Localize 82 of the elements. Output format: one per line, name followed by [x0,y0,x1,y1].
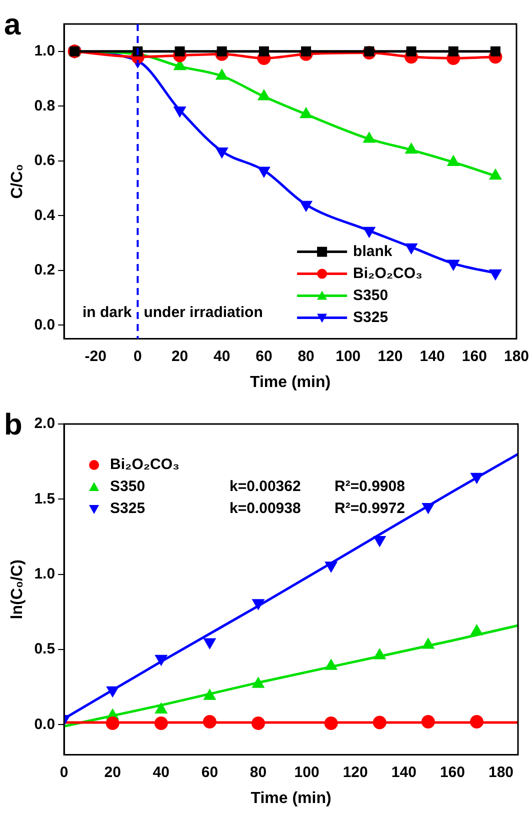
point [364,46,374,56]
annotation: k=0.00362 [229,478,301,496]
y-tick-label: 0.2 [34,262,56,279]
x-tick-label: 20 [171,348,188,365]
chart-title: b [4,408,22,442]
point [374,536,386,547]
y-tick-label: 1.0 [34,566,56,583]
annotation: k=0.00938 [229,500,301,518]
point [155,654,168,666]
x-tick-label: 60 [256,348,272,365]
legend-label: S325 [353,308,388,326]
x-tick-label: 20 [104,764,121,781]
point [106,686,119,697]
y-tick-label: 0.4 [34,206,56,224]
point [324,716,338,730]
x-tick-label: 80 [298,348,314,365]
x-tick-label: 40 [152,764,170,781]
point [372,716,386,730]
x-tick-label: 180 [504,348,529,365]
y-tick-label: 0.6 [34,152,56,170]
legend-label: Bi₂O₂CO₃ [110,456,180,474]
x-tick-label: 60 [201,764,218,781]
point [405,243,418,254]
annotation: R²=0.9908 [334,478,405,496]
y-tick-label: 0.8 [34,97,56,114]
chart-title: a [4,8,21,42]
point [448,46,458,56]
x-tick-label: 160 [462,348,487,365]
x-tick-label: 80 [250,764,267,781]
legend-label: S350 [353,286,388,304]
annotation: R²=0.9972 [334,500,405,518]
x-tick-label: 100 [294,764,320,781]
y-tick-label: 1.0 [34,42,56,60]
x-axis-title: Time (min) [250,790,332,807]
x-tick-label: 140 [391,764,416,781]
point [204,638,216,649]
point [252,599,264,610]
point [174,106,186,117]
point [422,502,434,514]
line-series [64,624,518,728]
x-tick-label: 140 [420,348,445,365]
x-tick-label: 0 [134,348,142,365]
y-tick-label: 0.0 [34,716,56,733]
y-tick-label: 1.5 [34,490,56,508]
x-tick-label: 180 [488,764,514,781]
legend-label: S350 [110,478,146,496]
x-tick-label: 120 [378,348,403,365]
x-tick-label: 120 [342,764,368,781]
annotation: under irradiation [144,304,263,321]
y-axis-title: ln(C₀/C) [9,560,26,620]
point [252,716,266,730]
x-axis-title: Time (min) [250,374,331,391]
point [489,269,502,280]
legend-label: Bi₂O₂CO₃ [353,264,423,282]
point [300,200,312,212]
point [202,714,216,728]
point [174,46,185,56]
point [490,46,500,56]
y-tick-label: 0.0 [34,316,56,334]
y-axis-title: C/C₀ [9,164,26,199]
point [363,226,376,238]
x-tick-label: 40 [214,348,230,365]
x-tick-label: 0 [60,764,68,781]
point [106,716,120,730]
point [470,472,483,484]
legend-label: blank [353,242,393,260]
point [325,562,338,572]
point [470,714,484,728]
y-tick-label: 2.0 [34,415,56,432]
y-tick-label: 0.5 [34,640,56,658]
point [258,46,269,56]
point [216,148,228,158]
x-tick-label: 160 [440,764,465,781]
x-tick-label: 100 [336,348,361,365]
annotation: in dark [82,304,132,321]
point [258,166,270,178]
x-tick-label: -20 [84,348,106,365]
point [406,46,416,56]
point [154,716,168,730]
point [447,260,460,270]
point [421,714,435,728]
legend-label: S325 [110,500,146,518]
